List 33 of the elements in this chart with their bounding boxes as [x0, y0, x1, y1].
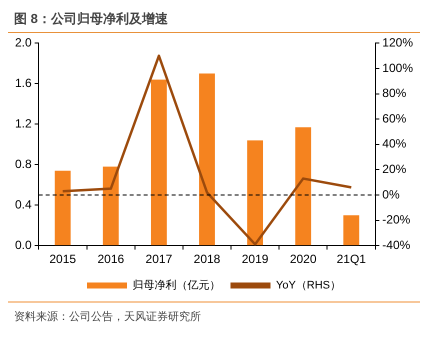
y2-tick-label: 60% — [382, 111, 407, 126]
y2-tick-label: 20% — [382, 162, 407, 176]
x-tick-label: 2017 — [146, 252, 173, 266]
legend-label: YoY（RHS） — [276, 280, 342, 292]
y-tick-label: 0.0 — [14, 238, 32, 252]
x-tick-label: 2016 — [97, 252, 124, 266]
y-tick-label: 2.0 — [14, 36, 32, 50]
y2-tick-label: 0% — [382, 187, 400, 202]
y2-tick-label: -20% — [382, 212, 411, 227]
bar — [295, 127, 312, 246]
bar — [343, 215, 360, 246]
x-tick-label: 2018 — [194, 252, 221, 266]
y2-tick-label: 80% — [382, 86, 407, 100]
y-tick-label: 1.2 — [14, 116, 32, 130]
bar — [199, 74, 215, 246]
y-tick-label: 1.6 — [14, 76, 32, 90]
y2-tick-label: -40% — [382, 238, 411, 252]
x-tick-label: 2020 — [290, 252, 317, 266]
y2-tick-label: 120% — [382, 36, 414, 50]
bar — [247, 140, 264, 246]
x-tick-label: 2015 — [49, 252, 76, 266]
y2-tick-label: 100% — [382, 60, 414, 75]
text: 资料来源：公司公告，天风证券研究所 — [14, 310, 202, 324]
bar — [54, 170, 71, 246]
bar — [102, 166, 119, 246]
x-tick-label: 21Q1 — [336, 252, 366, 266]
y-tick-label: 0.8 — [14, 156, 32, 171]
x-tick-label: 2019 — [242, 252, 269, 266]
y-tick-label: 0.4 — [14, 197, 32, 212]
bar — [150, 80, 167, 246]
legend-label: 归母净利（亿元） — [132, 278, 220, 292]
y2-tick-label: 40% — [382, 136, 407, 151]
chart-title: 图 8：公司归母净利及增速 — [8, 8, 420, 33]
